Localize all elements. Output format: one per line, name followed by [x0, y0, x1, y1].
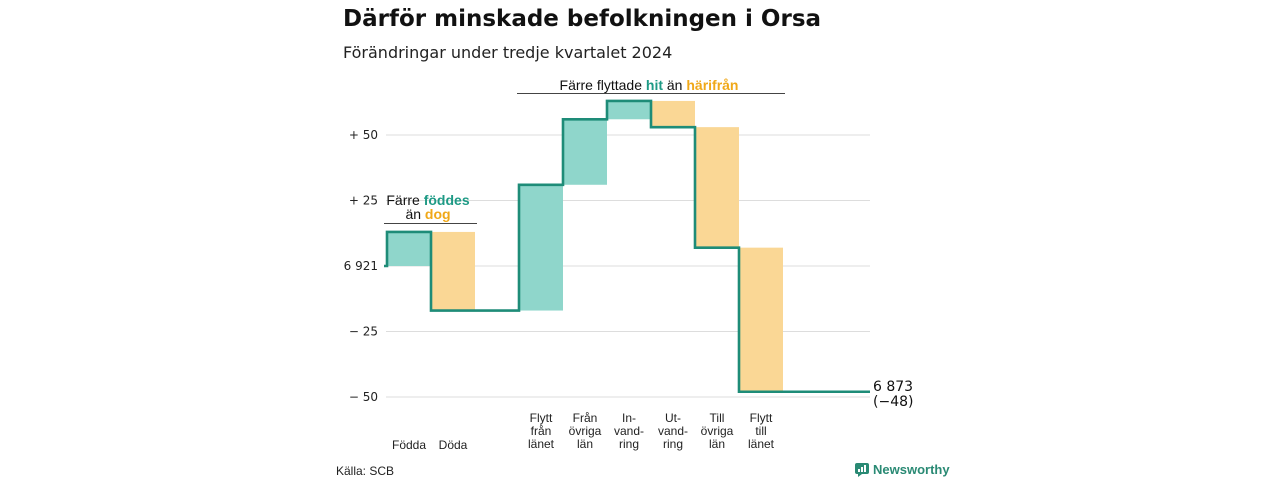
bar [695, 127, 739, 248]
brand-logo: Newsworthy [855, 462, 950, 477]
end-value-label: (−48) [873, 394, 913, 410]
category-label: Döda [439, 438, 468, 452]
bar [563, 119, 607, 185]
moves-annotation: Färre flyttade hit än härifrån [560, 77, 739, 93]
births-annotation-line1: Färre föddes [386, 192, 469, 208]
bar [519, 184, 563, 311]
bar [739, 247, 783, 392]
bar [387, 231, 431, 266]
category-label: Till [710, 411, 725, 425]
category-label: till [755, 424, 766, 438]
chart-title: Därför minskade befolkningen i Orsa [343, 6, 822, 32]
category-label: från [531, 424, 552, 438]
category-label: länet [528, 437, 555, 451]
category-label: län [577, 437, 593, 451]
category-label: Från [573, 411, 598, 425]
end-value-label: 6 873 [873, 379, 913, 395]
source-note: Källa: SCB [336, 464, 395, 478]
brand-name: Newsworthy [873, 462, 950, 477]
cumulative-line [384, 99, 870, 394]
step-line [384, 99, 870, 394]
category-label: vand- [658, 424, 688, 438]
y-tick-label: + 25 [349, 194, 378, 208]
category-label: övriga [569, 424, 602, 438]
births-annotation-line2: än dog [405, 206, 450, 222]
newsworthy-icon [855, 462, 869, 477]
bar [431, 231, 475, 311]
gridlines [386, 134, 870, 398]
y-tick-label: 6 921 [344, 259, 378, 273]
y-tick-label: + 50 [349, 128, 378, 142]
y-tick-label: − 25 [349, 325, 378, 339]
category-label: Flytt [750, 411, 773, 425]
bar [607, 100, 651, 120]
bars [387, 100, 783, 392]
chart-subtitle: Förändringar under tredje kvartalet 2024 [343, 43, 673, 62]
category-label: Flytt [530, 411, 553, 425]
y-tick-label: − 50 [349, 390, 378, 404]
category-label: vand- [614, 424, 644, 438]
category-label: län [709, 437, 725, 451]
category-label: länet [748, 437, 775, 451]
category-label: ring [619, 437, 639, 451]
category-label: Födda [392, 438, 426, 452]
category-label: In- [622, 411, 636, 425]
category-label: ring [663, 437, 683, 451]
category-label: övriga [701, 424, 734, 438]
category-label: Ut- [665, 411, 681, 425]
bar [651, 100, 695, 128]
